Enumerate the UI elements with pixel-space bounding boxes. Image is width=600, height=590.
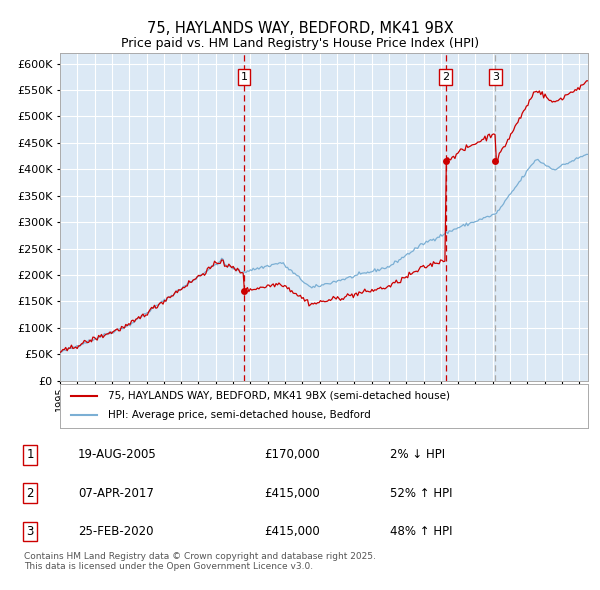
Text: HPI: Average price, semi-detached house, Bedford: HPI: Average price, semi-detached house,… bbox=[107, 411, 370, 420]
Text: 1: 1 bbox=[241, 72, 248, 82]
Text: 1: 1 bbox=[26, 448, 34, 461]
Text: £170,000: £170,000 bbox=[264, 448, 320, 461]
Text: 75, HAYLANDS WAY, BEDFORD, MK41 9BX (semi-detached house): 75, HAYLANDS WAY, BEDFORD, MK41 9BX (sem… bbox=[107, 391, 449, 401]
Text: 25-FEB-2020: 25-FEB-2020 bbox=[78, 525, 154, 538]
Text: 19-AUG-2005: 19-AUG-2005 bbox=[78, 448, 157, 461]
Text: 2: 2 bbox=[442, 72, 449, 82]
Text: £415,000: £415,000 bbox=[264, 487, 320, 500]
Text: 75, HAYLANDS WAY, BEDFORD, MK41 9BX: 75, HAYLANDS WAY, BEDFORD, MK41 9BX bbox=[146, 21, 454, 35]
Text: £415,000: £415,000 bbox=[264, 525, 320, 538]
Text: 2: 2 bbox=[26, 487, 34, 500]
Text: 2% ↓ HPI: 2% ↓ HPI bbox=[390, 448, 445, 461]
Text: 52% ↑ HPI: 52% ↑ HPI bbox=[390, 487, 452, 500]
Text: 3: 3 bbox=[492, 72, 499, 82]
Text: Contains HM Land Registry data © Crown copyright and database right 2025.
This d: Contains HM Land Registry data © Crown c… bbox=[24, 552, 376, 571]
Text: 3: 3 bbox=[26, 525, 34, 538]
Text: 48% ↑ HPI: 48% ↑ HPI bbox=[390, 525, 452, 538]
Text: 07-APR-2017: 07-APR-2017 bbox=[78, 487, 154, 500]
Text: Price paid vs. HM Land Registry's House Price Index (HPI): Price paid vs. HM Land Registry's House … bbox=[121, 37, 479, 50]
